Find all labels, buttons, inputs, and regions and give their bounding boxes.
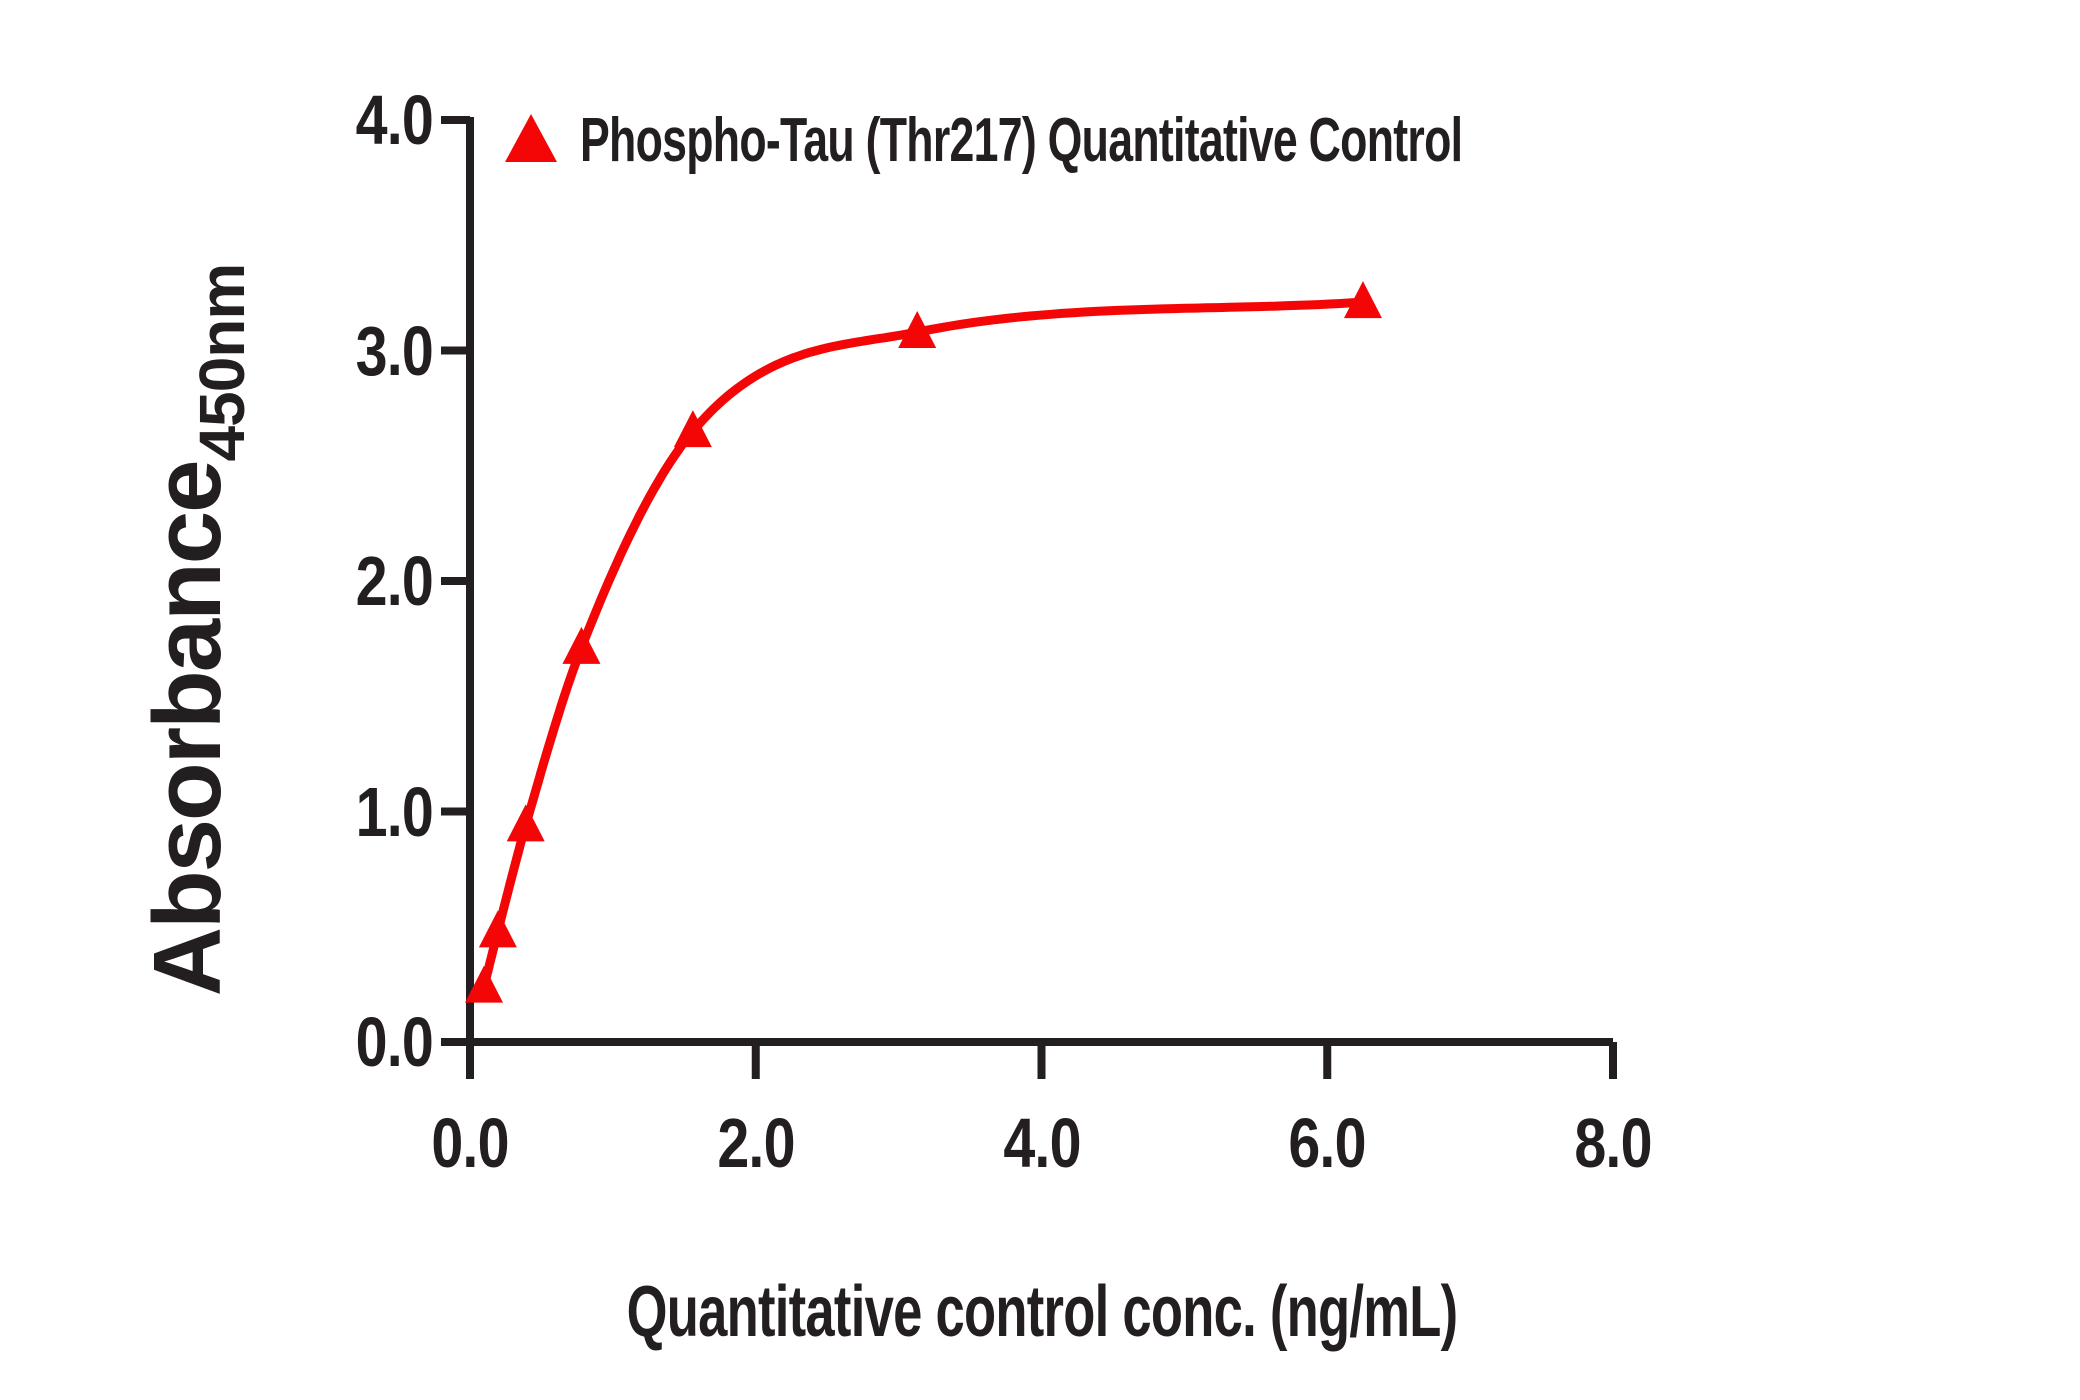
x-tick-label: 8.0: [1574, 1104, 1652, 1182]
y-axis-title-main: Absorbance: [134, 461, 241, 997]
data-point-marker: [478, 910, 517, 948]
x-tick-label: 2.0: [717, 1104, 795, 1182]
x-tick-label: 4.0: [1003, 1104, 1081, 1182]
y-axis-title: Absorbance450nm: [128, 230, 258, 1030]
data-point-marker: [673, 410, 712, 448]
y-tick-label: 3.0: [355, 312, 434, 390]
y-axis-title-subscript: 450nm: [186, 263, 258, 462]
data-point-marker: [1343, 281, 1382, 319]
data-point-marker: [506, 804, 545, 842]
y-tick-label: 0.0: [355, 1003, 434, 1081]
legend-triangle-icon: [505, 114, 557, 162]
series-curve: [479, 297, 1364, 990]
y-tick-label: 4.0: [355, 81, 434, 159]
x-axis-title: Quantitative control conc. (ng/mL): [626, 1272, 1459, 1352]
x-tick-label: 0.0: [431, 1104, 509, 1182]
data-point-marker: [465, 965, 504, 1003]
data-point-marker: [562, 626, 601, 664]
y-tick-label: 1.0: [355, 773, 434, 851]
data-point-marker: [898, 311, 937, 349]
legend-label: Phospho-Tau (Thr217) Quantitative Contro…: [580, 106, 1463, 175]
x-tick-label: 6.0: [1288, 1104, 1366, 1182]
y-tick-label: 2.0: [355, 542, 434, 620]
